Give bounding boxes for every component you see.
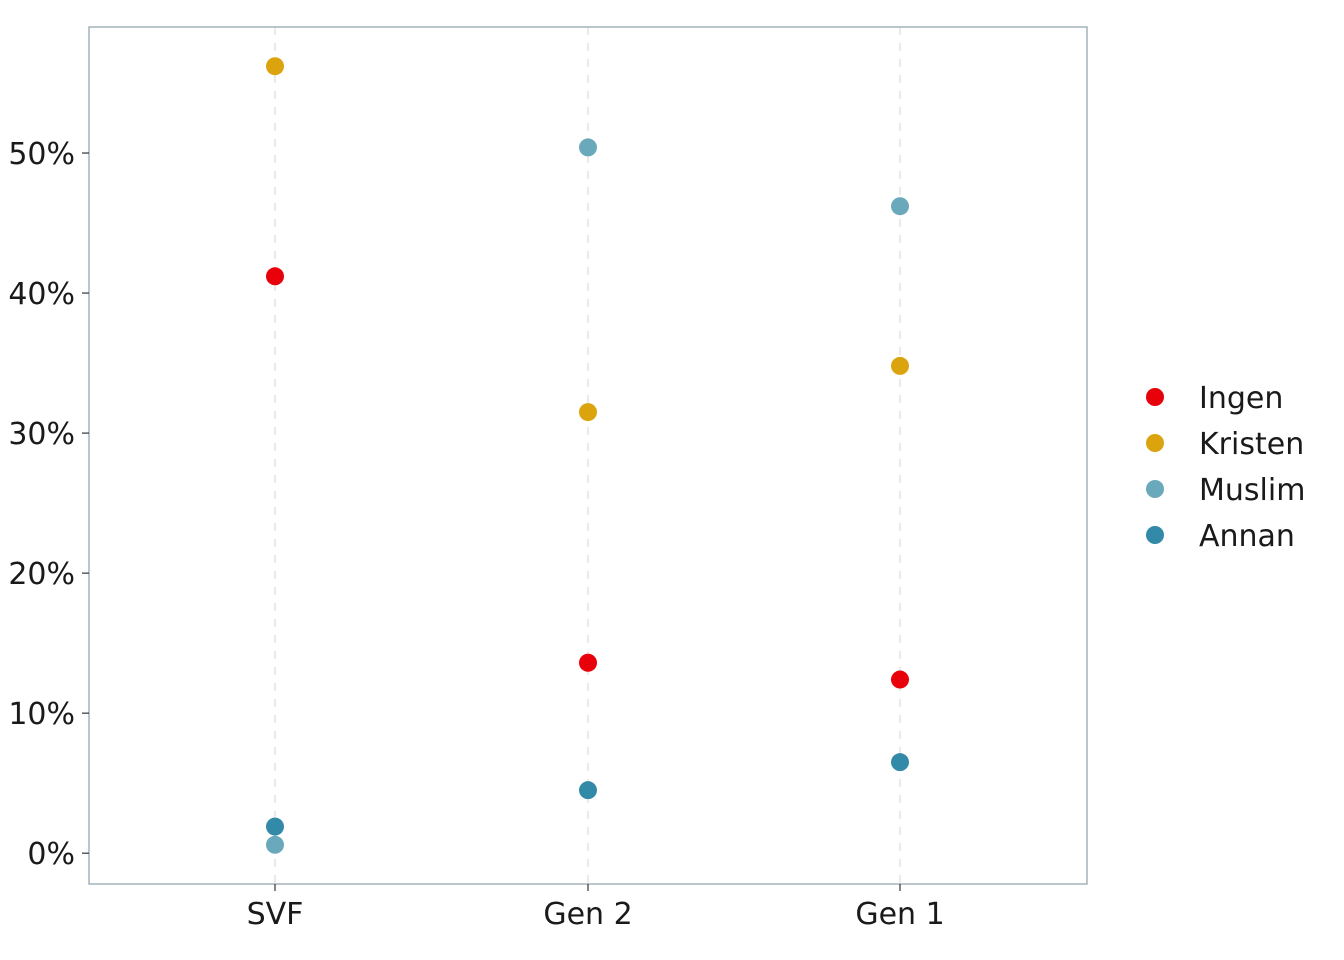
legend-key-annan	[1146, 526, 1164, 544]
data-point-ingen-svf	[266, 267, 284, 286]
data-point-annan-svf	[266, 817, 284, 836]
legend-label-kristen: Kristen	[1199, 427, 1304, 462]
data-point-muslim-gen-1	[891, 197, 909, 216]
y-tick-label: 50%	[8, 137, 75, 172]
y-tick-label: 30%	[8, 417, 75, 452]
legend-key-kristen	[1146, 434, 1164, 452]
legend-label-annan: Annan	[1199, 519, 1295, 554]
data-point-annan-gen-1	[891, 753, 909, 772]
y-tick-label: 0%	[27, 837, 75, 872]
legend-label-muslim: Muslim	[1199, 473, 1305, 508]
data-point-muslim-gen-2	[579, 138, 597, 157]
legend-key-ingen	[1146, 388, 1164, 406]
data-point-muslim-svf	[266, 835, 284, 854]
x-tick-label: SVF	[247, 897, 304, 932]
y-tick-label: 20%	[8, 557, 75, 592]
x-tick-label: Gen 2	[543, 897, 632, 932]
legend-key-muslim	[1146, 480, 1164, 498]
data-point-ingen-gen-1	[891, 670, 909, 689]
y-tick-label: 40%	[8, 277, 75, 312]
legend-label-ingen: Ingen	[1199, 381, 1283, 416]
x-tick-label: Gen 1	[855, 897, 944, 932]
y-tick-label: 10%	[8, 697, 75, 732]
data-point-kristen-svf	[266, 57, 284, 76]
data-point-kristen-gen-1	[891, 356, 909, 375]
data-points	[266, 57, 909, 854]
data-point-kristen-gen-2	[579, 403, 597, 422]
data-point-annan-gen-2	[579, 781, 597, 800]
legend: Ingen Kristen Muslim Annan	[1146, 381, 1305, 554]
axes: 0% 10% 20% 30% 40% 50% SVF Gen 2 Gen 1	[8, 137, 944, 932]
data-point-ingen-gen-2	[579, 653, 597, 672]
